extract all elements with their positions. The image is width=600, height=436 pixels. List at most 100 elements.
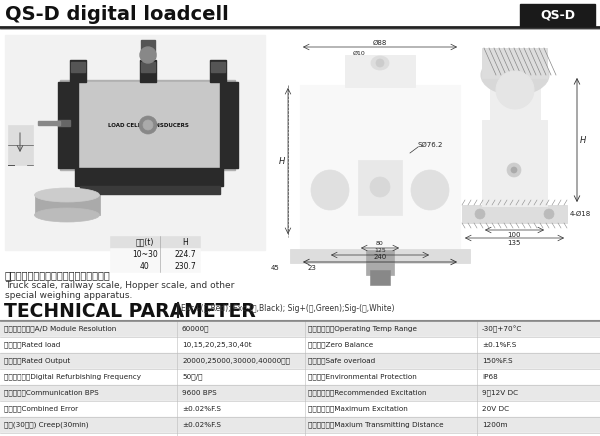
- Bar: [300, 85, 460, 250]
- Text: Truck scale, railway scale, Hopper scale, and other: Truck scale, railway scale, Hopper scale…: [5, 281, 235, 290]
- Text: 40: 40: [140, 262, 150, 270]
- Bar: [5, 35, 265, 250]
- Bar: [490, 75, 540, 122]
- Bar: [211, 62, 225, 72]
- Text: 最大传输距离Maxium Transmitting Distance: 最大传输距离Maxium Transmitting Distance: [308, 422, 443, 428]
- Ellipse shape: [507, 163, 521, 177]
- Ellipse shape: [35, 208, 100, 222]
- Text: 240: 240: [373, 254, 386, 260]
- Text: H: H: [580, 136, 586, 144]
- Bar: [210, 60, 226, 82]
- Ellipse shape: [143, 120, 153, 130]
- Text: 额定输出Rated Output: 额定输出Rated Output: [4, 358, 70, 364]
- Text: 4-Ø18: 4-Ø18: [570, 211, 591, 217]
- Text: 9600 BPS: 9600 BPS: [182, 390, 217, 396]
- Text: 100: 100: [507, 232, 521, 238]
- Text: ±0.02%F.S: ±0.02%F.S: [182, 406, 221, 412]
- Text: 量程(t): 量程(t): [136, 238, 154, 246]
- Text: H: H: [182, 238, 188, 246]
- Bar: [75, 168, 223, 186]
- Ellipse shape: [139, 116, 157, 134]
- Bar: [38, 121, 60, 125]
- Text: special weighing apparatus.: special weighing apparatus.: [5, 291, 133, 300]
- Text: ±0.02%F.S: ±0.02%F.S: [182, 422, 221, 428]
- Text: 224.7: 224.7: [174, 249, 196, 259]
- Bar: [71, 62, 85, 72]
- Text: 150%F.S: 150%F.S: [482, 358, 512, 364]
- Bar: [366, 250, 394, 275]
- Text: TECHNICAL PARAMETER: TECHNICAL PARAMETER: [4, 302, 256, 321]
- Bar: [0, 433, 600, 436]
- Ellipse shape: [481, 55, 549, 95]
- Text: 最大输入电压Maximum Excitation: 最大输入电压Maximum Excitation: [308, 405, 408, 412]
- Bar: [8, 125, 33, 165]
- Ellipse shape: [140, 47, 156, 63]
- Bar: [220, 82, 238, 168]
- Bar: [141, 62, 155, 72]
- Bar: [0, 401, 600, 417]
- Ellipse shape: [311, 170, 349, 210]
- Bar: [0, 353, 600, 369]
- Text: 推荐输入电压Recommended Excitation: 推荐输入电压Recommended Excitation: [308, 390, 427, 396]
- Text: 使用温度范围Operating Temp Range: 使用温度范围Operating Temp Range: [308, 326, 417, 332]
- Ellipse shape: [511, 167, 517, 173]
- Bar: [482, 48, 547, 78]
- Text: H: H: [279, 157, 285, 166]
- Text: 9～12V DC: 9～12V DC: [482, 390, 518, 396]
- Ellipse shape: [475, 209, 485, 219]
- Ellipse shape: [35, 188, 100, 202]
- Bar: [58, 120, 70, 126]
- Text: 230.7: 230.7: [174, 262, 196, 270]
- Bar: [358, 160, 402, 215]
- Bar: [0, 337, 600, 353]
- Bar: [0, 321, 600, 337]
- Ellipse shape: [496, 71, 534, 109]
- Bar: [70, 60, 86, 82]
- Text: 综合精度Combined Error: 综合精度Combined Error: [4, 405, 78, 412]
- Bar: [141, 40, 155, 58]
- Bar: [80, 186, 220, 194]
- Text: QS-D digital loadcell: QS-D digital loadcell: [5, 4, 229, 24]
- Ellipse shape: [411, 170, 449, 210]
- Text: -30～+70°C: -30～+70°C: [482, 325, 523, 333]
- Bar: [345, 55, 415, 87]
- Bar: [482, 120, 547, 206]
- Bar: [62, 82, 233, 168]
- Bar: [110, 248, 200, 260]
- Bar: [58, 82, 78, 168]
- Ellipse shape: [544, 209, 554, 219]
- Text: IP68: IP68: [482, 374, 498, 380]
- Bar: [0, 369, 600, 385]
- Text: Ø10: Ø10: [352, 51, 365, 55]
- Text: 135: 135: [508, 240, 521, 246]
- Ellipse shape: [371, 56, 389, 70]
- Text: 80: 80: [376, 241, 384, 246]
- Text: 45: 45: [271, 265, 280, 271]
- Text: SØ76.2: SØ76.2: [418, 142, 443, 148]
- Text: 20000,25000,30000,40000内码: 20000,25000,30000,40000内码: [182, 358, 290, 364]
- Text: 安全过载Safe overload: 安全过载Safe overload: [308, 358, 375, 364]
- Text: 额定载荷Rated load: 额定载荷Rated load: [4, 342, 61, 348]
- Text: LOAD CELL TRANSDUCERS: LOAD CELL TRANSDUCERS: [107, 123, 188, 127]
- Text: 10~30: 10~30: [132, 249, 158, 259]
- Bar: [290, 249, 470, 263]
- Text: Ø88: Ø88: [373, 40, 387, 46]
- Text: 125: 125: [374, 248, 386, 253]
- Text: 10,15,20,25,30,40t: 10,15,20,25,30,40t: [182, 342, 251, 348]
- Text: 23: 23: [308, 265, 316, 271]
- Text: 20V DC: 20V DC: [482, 406, 509, 412]
- Bar: [0, 385, 600, 401]
- Text: 零点输出Zero Balance: 零点输出Zero Balance: [308, 342, 373, 348]
- Bar: [370, 270, 390, 285]
- Bar: [60, 80, 235, 170]
- Text: 数字模块分辨数A/D Module Resolution: 数字模块分辨数A/D Module Resolution: [4, 326, 116, 332]
- Text: 防护等级Environmental Protection: 防护等级Environmental Protection: [308, 374, 417, 380]
- Bar: [110, 236, 200, 248]
- Text: 60000码: 60000码: [182, 326, 209, 332]
- Text: ±0.1%F.S: ±0.1%F.S: [482, 342, 517, 348]
- Bar: [140, 60, 156, 82]
- Text: 数据刷新速率Digital Refurbishing Frequency: 数据刷新速率Digital Refurbishing Frequency: [4, 374, 141, 380]
- Bar: [520, 4, 595, 26]
- Bar: [35, 195, 100, 215]
- Text: 50次/秒: 50次/秒: [182, 374, 203, 380]
